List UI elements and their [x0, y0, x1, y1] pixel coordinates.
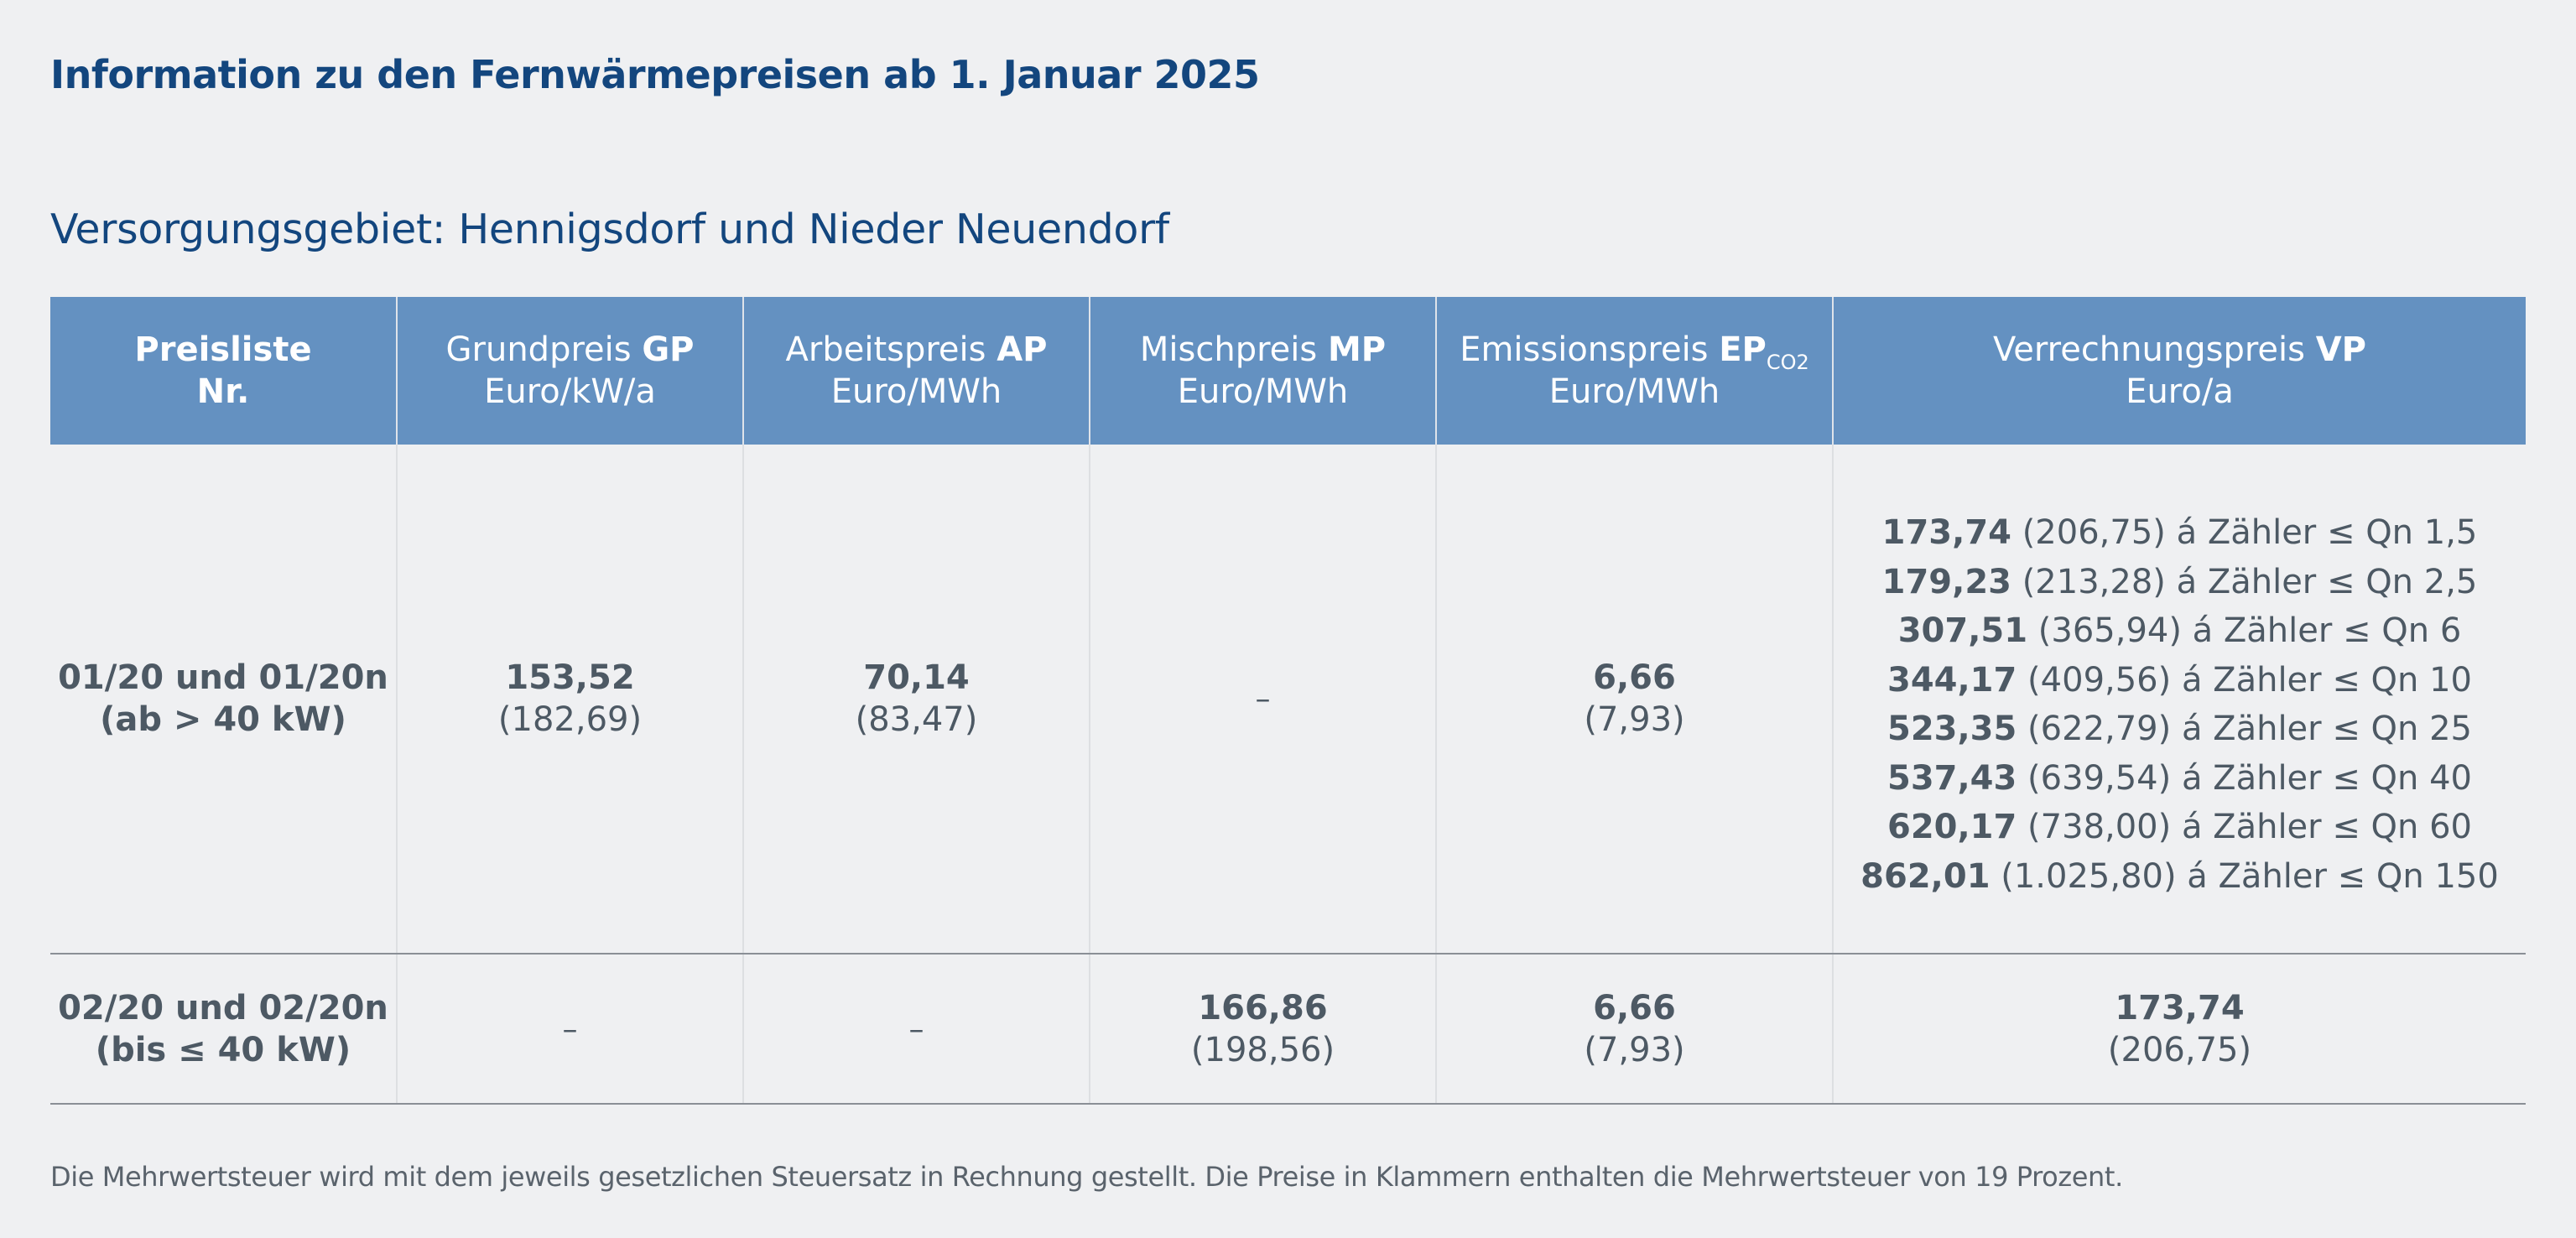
cell-arbeitspreis: 70,14 (83,47): [742, 445, 1090, 955]
page-title: Information zu den Fernwärmepreisen ab 1…: [50, 52, 1260, 97]
vp-line: 307,51 (365,94) á Zähler ≤ Qn 6: [1897, 611, 2462, 650]
cell-verrechnungspreis: 173,74 (206,75) á Zähler ≤ Qn 1,5 179,23…: [1832, 445, 2526, 955]
header-preisliste: Preisliste Nr.: [50, 297, 397, 445]
cell-preisliste: 02/20 und 02/20n (bis ≤ 40 kW): [50, 954, 397, 1105]
cell-emissionspreis: 6,66 (7,93): [1435, 954, 1833, 1105]
header-arbeitspreis: Arbeitspreis AP Euro/MWh: [742, 297, 1090, 445]
header-mischpreis: Mischpreis MP Euro/MWh: [1089, 297, 1436, 445]
cell-verrechnungspreis: 173,74 (206,75): [1832, 954, 2526, 1105]
footnote: Die Mehrwertsteuer wird mit dem jeweils …: [50, 1161, 2123, 1193]
page-subtitle: Versorgungsgebiet: Hennigsdorf und Niede…: [50, 205, 1169, 253]
vp-line: 344,17 (409,56) á Zähler ≤ Qn 10: [1886, 660, 2472, 700]
vp-line: 862,01 (1.025,80) á Zähler ≤ Qn 150: [1860, 856, 2499, 896]
cell-arbeitspreis: –: [742, 954, 1090, 1105]
vp-line: 179,23 (213,28) á Zähler ≤ Qn 2,5: [1881, 562, 2478, 601]
cell-mischpreis: 166,86 (198,56): [1089, 954, 1436, 1105]
vp-line: 523,35 (622,79) á Zähler ≤ Qn 25: [1886, 710, 2472, 748]
header-grundpreis: Grundpreis GP Euro/kW/a: [396, 297, 743, 445]
table-header-row: Preisliste Nr. Grundpreis GP Euro/kW/a Arb…: [50, 297, 2526, 445]
header-verrechnungspreis: Verrechnungspreis VP Euro/a: [1832, 297, 2526, 445]
cell-grundpreis: 153,52 (182,69): [396, 445, 743, 955]
vp-line: 173,74 (206,75) á Zähler ≤ Qn 1,5: [1881, 513, 2478, 552]
cell-grundpreis: –: [396, 954, 743, 1105]
table-row: 01/20 und 01/20n (ab > 40 kW) 153,52 (182,…: [50, 445, 2526, 955]
cell-emissionspreis: 6,66 (7,93): [1435, 445, 1833, 955]
vp-line: 537,43 (639,54) á Zähler ≤ Qn 40: [1886, 758, 2472, 798]
price-table: Preisliste Nr. Grundpreis GP Euro/kW/a Arb…: [50, 297, 2526, 1105]
cell-mischpreis: –: [1089, 445, 1436, 955]
cell-preisliste: 01/20 und 01/20n (ab > 40 kW): [50, 445, 397, 955]
header-emissionspreis: Emissionspreis EPCO2 Euro/MWh: [1435, 297, 1833, 445]
table-row: 02/20 und 02/20n (bis ≤ 40 kW) – – 166,86…: [50, 954, 2526, 1105]
vp-line: 620,17 (738,00) á Zähler ≤ Qn 60: [1886, 808, 2472, 846]
